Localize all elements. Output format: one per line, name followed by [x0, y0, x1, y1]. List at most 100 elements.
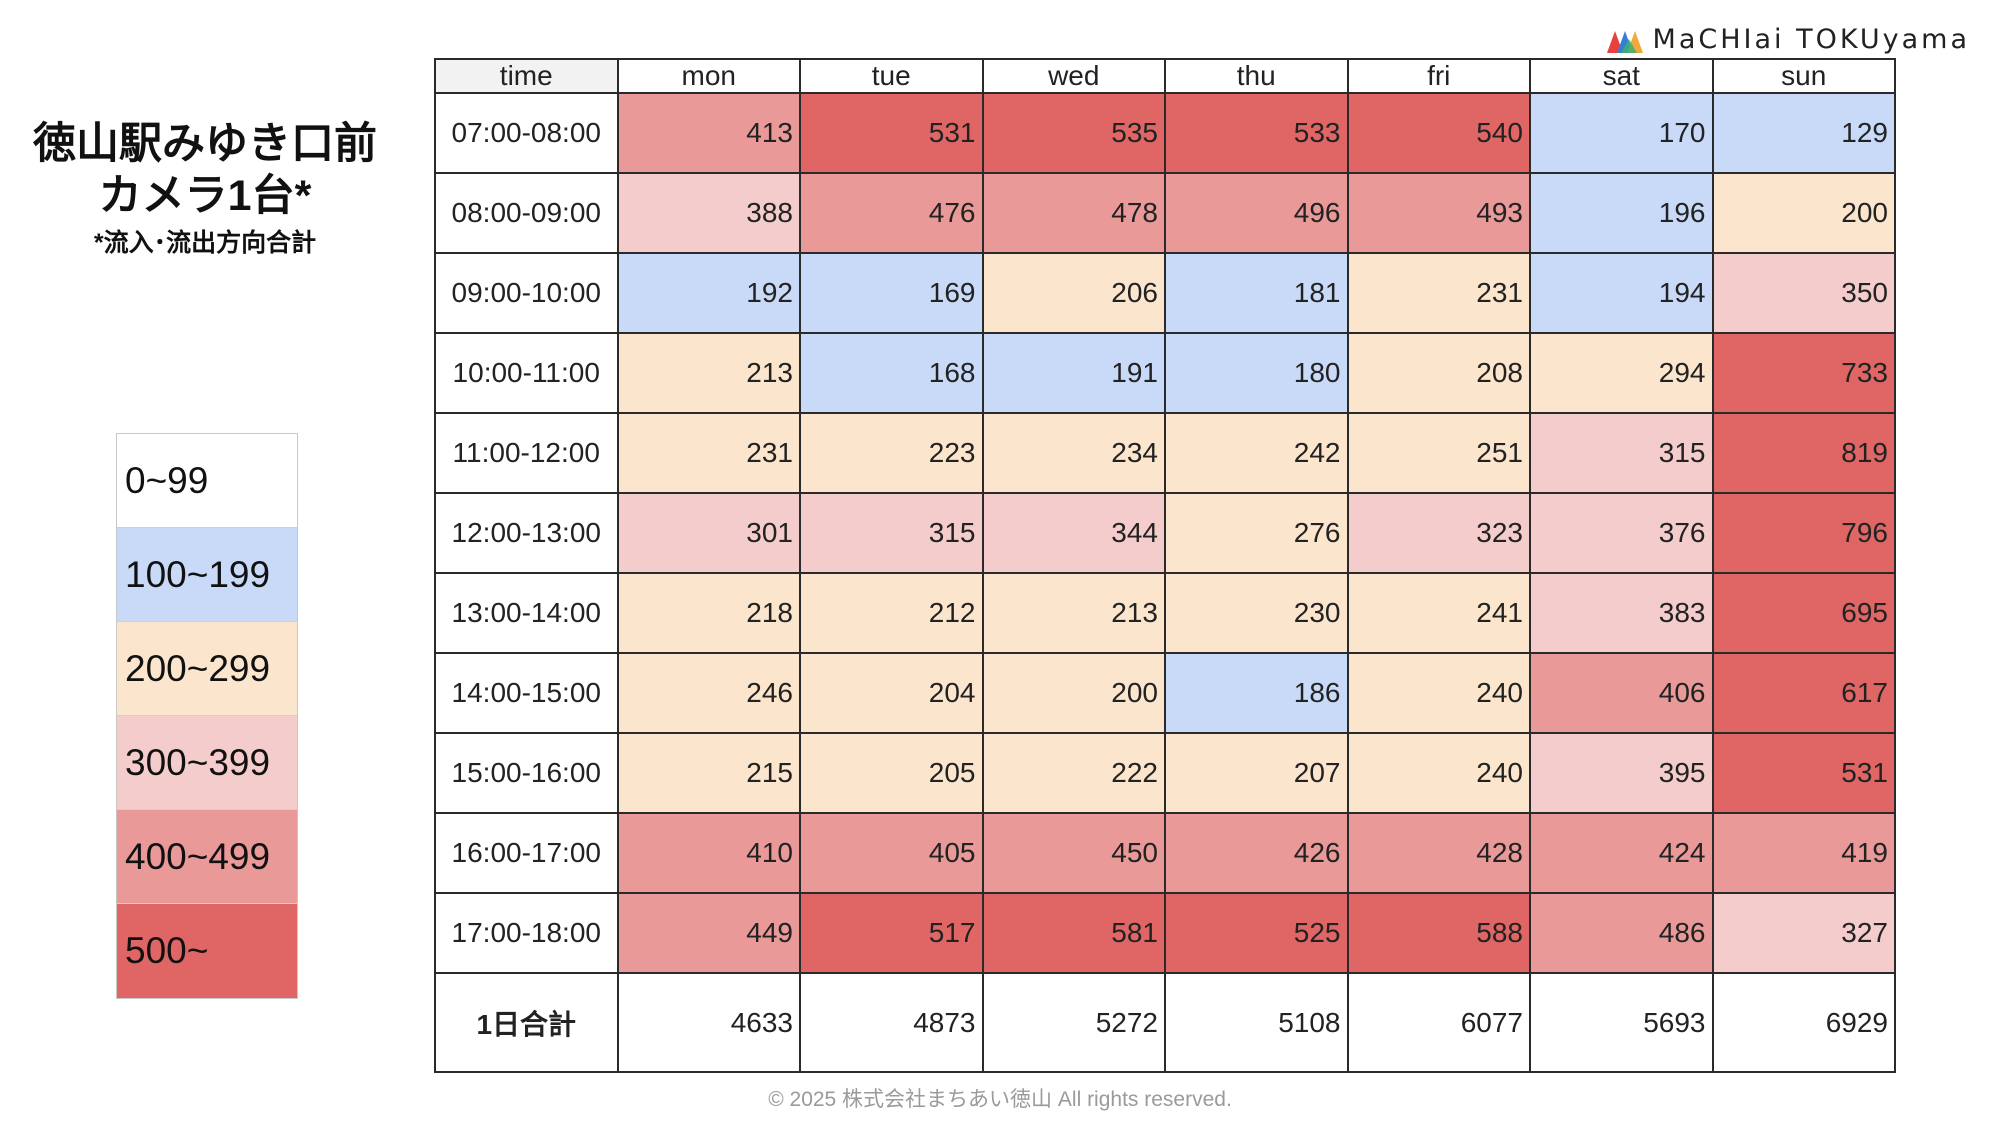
count-cell-fri: 231: [1346, 252, 1531, 334]
count-cell-mon: 218: [616, 572, 801, 654]
daily-total-thu: 5108: [1164, 972, 1349, 1073]
count-cell-sun: 200: [1711, 172, 1896, 254]
count-cell-thu: 242: [1164, 412, 1349, 494]
table-row: 15:00-16:00 215 205 222 207 240 395 531: [434, 732, 1896, 814]
count-cell-sun: 796: [1711, 492, 1896, 574]
count-cell-sun: 129: [1711, 92, 1896, 174]
table-row: 07:00-08:00 413 531 535 533 540 170 129: [434, 92, 1896, 174]
count-cell-wed: 234: [981, 412, 1166, 494]
count-cell-sat: 294: [1529, 332, 1714, 414]
count-cell-fri: 251: [1346, 412, 1531, 494]
count-cell-sat: 406: [1529, 652, 1714, 734]
count-cell-sat: 194: [1529, 252, 1714, 334]
count-cell-thu: 230: [1164, 572, 1349, 654]
count-cell-sun: 327: [1711, 892, 1896, 974]
count-cell-sat: 395: [1529, 732, 1714, 814]
count-cell-wed: 222: [981, 732, 1166, 814]
count-cell-thu: 426: [1164, 812, 1349, 894]
count-cell-tue: 169: [799, 252, 984, 334]
table-row: 12:00-13:00 301 315 344 276 323 376 796: [434, 492, 1896, 574]
title-line-1: 徳山駅みゆき口前: [33, 120, 377, 168]
count-cell-thu: 207: [1164, 732, 1349, 814]
table-row: 13:00-14:00 218 212 213 230 241 383 695: [434, 572, 1896, 654]
time-slot-label: 08:00-09:00: [434, 172, 619, 254]
time-slot-label: 16:00-17:00: [434, 812, 619, 894]
count-cell-tue: 212: [799, 572, 984, 654]
count-cell-thu: 496: [1164, 172, 1349, 254]
count-cell-mon: 213: [616, 332, 801, 414]
count-cell-thu: 276: [1164, 492, 1349, 574]
table-row: 11:00-12:00 231 223 234 242 251 315 819: [434, 412, 1896, 494]
legend-item-0: 0~99: [117, 434, 297, 528]
daily-total-fri: 6077: [1346, 972, 1531, 1073]
count-cell-sun: 531: [1711, 732, 1896, 814]
count-cell-sun: 695: [1711, 572, 1896, 654]
copyright-footer: © 2025 株式会社まちあい徳山 All rights reserved.: [768, 1088, 1232, 1111]
table-row: 10:00-11:00 213 168 191 180 208 294 733: [434, 332, 1896, 414]
count-cell-thu: 186: [1164, 652, 1349, 734]
count-cell-wed: 200: [981, 652, 1166, 734]
legend-item-1: 100~199: [117, 528, 297, 622]
count-cell-tue: 205: [799, 732, 984, 814]
count-cell-wed: 344: [981, 492, 1166, 574]
count-cell-tue: 517: [799, 892, 984, 974]
count-cell-mon: 192: [616, 252, 801, 334]
table-row: 14:00-15:00 246 204 200 186 240 406 617: [434, 652, 1896, 734]
count-cell-tue: 168: [799, 332, 984, 414]
count-cell-fri: 588: [1346, 892, 1531, 974]
column-header-sun: sun: [1711, 58, 1896, 94]
legend-item-4: 400~499: [117, 810, 297, 904]
count-cell-sat: 315: [1529, 412, 1714, 494]
column-header-wed: wed: [981, 58, 1166, 94]
time-slot-label: 13:00-14:00: [434, 572, 619, 654]
count-cell-mon: 449: [616, 892, 801, 974]
count-cell-tue: 531: [799, 92, 984, 174]
count-cell-mon: 413: [616, 92, 801, 174]
count-cell-sun: 350: [1711, 252, 1896, 334]
count-cell-fri: 240: [1346, 732, 1531, 814]
time-slot-label: 07:00-08:00: [434, 92, 619, 174]
count-cell-wed: 191: [981, 332, 1166, 414]
count-cell-tue: 223: [799, 412, 984, 494]
time-slot-label: 09:00-10:00: [434, 252, 619, 334]
table-row: 16:00-17:00 410 405 450 426 428 424 419: [434, 812, 1896, 894]
table-row: 17:00-18:00 449 517 581 525 588 486 327: [434, 892, 1896, 974]
logo-mark-icon: [1606, 30, 1643, 53]
count-cell-sun: 617: [1711, 652, 1896, 734]
count-cell-fri: 323: [1346, 492, 1531, 574]
count-cell-mon: 388: [616, 172, 801, 254]
color-legend: 0~99 100~199 200~299 300~399 400~499 500…: [116, 433, 298, 999]
time-slot-label: 17:00-18:00: [434, 892, 619, 974]
direction-note: *流入･流出方向合計: [93, 229, 317, 257]
count-cell-sat: 170: [1529, 92, 1714, 174]
column-header-tue: tue: [799, 58, 984, 94]
total-row: 1日合計 4633 4873 5272 5108 6077 5693 6929: [434, 972, 1896, 1073]
time-slot-label: 11:00-12:00: [434, 412, 619, 494]
table-row: 08:00-09:00 388 476 478 496 493 196 200: [434, 172, 1896, 254]
count-cell-wed: 206: [981, 252, 1166, 334]
count-cell-fri: 493: [1346, 172, 1531, 254]
time-slot-label: 10:00-11:00: [434, 332, 619, 414]
table-row: 09:00-10:00 192 169 206 181 231 194 350: [434, 252, 1896, 334]
time-slot-label: 14:00-15:00: [434, 652, 619, 734]
count-cell-fri: 208: [1346, 332, 1531, 414]
legend-item-5: 500~: [117, 904, 297, 998]
count-cell-wed: 213: [981, 572, 1166, 654]
count-cell-mon: 231: [616, 412, 801, 494]
count-cell-wed: 581: [981, 892, 1166, 974]
column-header-mon: mon: [616, 58, 801, 94]
logo-text: MaCHIai TOKUyama: [1652, 24, 1970, 55]
count-cell-wed: 478: [981, 172, 1166, 254]
daily-total-mon: 4633: [616, 972, 801, 1073]
legend-item-2: 200~299: [117, 622, 297, 716]
daily-total-sun: 6929: [1711, 972, 1896, 1073]
count-cell-thu: 533: [1164, 92, 1349, 174]
title-line-2: カメラ1台*: [98, 172, 312, 220]
count-cell-sun: 733: [1711, 332, 1896, 414]
daily-total-tue: 4873: [799, 972, 984, 1073]
count-cell-mon: 301: [616, 492, 801, 574]
count-cell-wed: 535: [981, 92, 1166, 174]
time-slot-label: 12:00-13:00: [434, 492, 619, 574]
header-row: time mon tue wed thu fri sat sun: [434, 58, 1896, 94]
count-cell-sun: 419: [1711, 812, 1896, 894]
